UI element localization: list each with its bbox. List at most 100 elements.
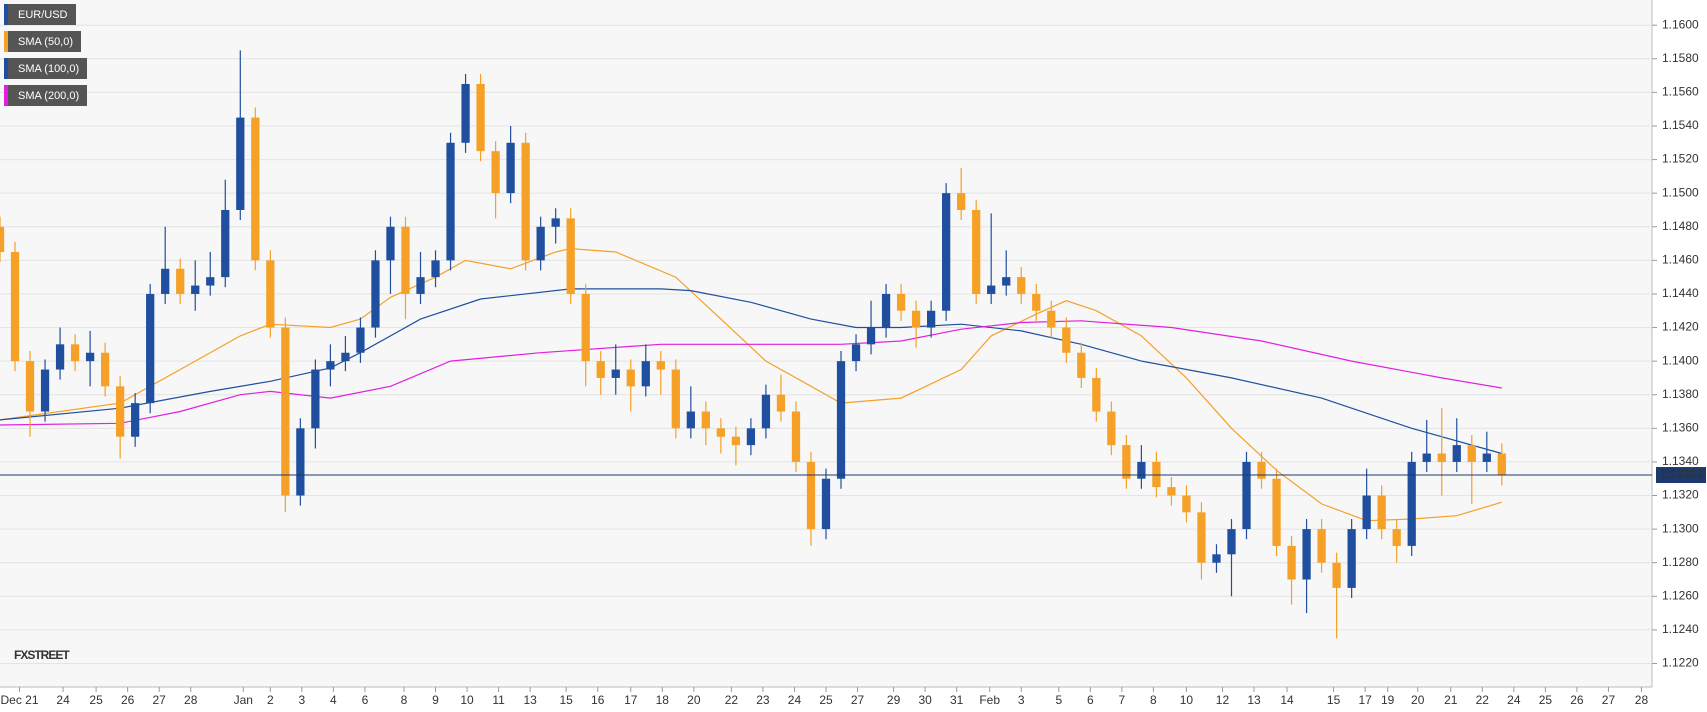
sma-line — [0, 288, 1502, 455]
candle-body — [461, 83, 470, 143]
legend-item: SMA (100,0) — [4, 58, 88, 79]
candle-body — [987, 285, 996, 294]
x-tick-label: 28 — [1635, 693, 1649, 707]
candle-body — [1257, 461, 1266, 479]
legend-swatch — [4, 31, 8, 52]
candle-body — [581, 293, 590, 362]
x-tick-label: 9 — [432, 693, 439, 707]
x-tick-label: 24 — [56, 693, 70, 707]
x-tick-label: 26 — [1570, 693, 1584, 707]
candle-body — [1407, 461, 1416, 546]
candle-body — [1437, 453, 1446, 462]
x-tick-label: 20 — [687, 693, 701, 707]
y-tick-label: 1.1220 — [1662, 656, 1699, 670]
x-tick-label: 17 — [1358, 693, 1372, 707]
candle-body — [1122, 445, 1131, 479]
x-tick-label: 26 — [121, 693, 135, 707]
x-tick-label: 6 — [1087, 693, 1094, 707]
candle-body — [191, 285, 200, 294]
sma-line — [0, 320, 1502, 426]
x-tick-label: 20 — [1411, 693, 1425, 707]
x-tick-label: 24 — [1507, 693, 1521, 707]
y-tick-label: 1.1560 — [1662, 85, 1699, 99]
x-tick-label: 5 — [1055, 693, 1062, 707]
candle-body — [1242, 461, 1251, 530]
candle-body — [896, 293, 906, 311]
x-tick-label: 8 — [401, 693, 408, 707]
y-tick-label: 1.1240 — [1662, 622, 1699, 636]
candle-body — [716, 428, 726, 437]
candle-body — [1107, 411, 1116, 446]
candle-body — [656, 361, 665, 370]
x-tick-label: 13 — [523, 693, 537, 707]
candle-body — [1467, 445, 1476, 462]
candle-body — [1422, 453, 1431, 462]
candle-body — [55, 344, 65, 370]
candle-body — [942, 193, 951, 311]
candle-body — [521, 142, 530, 261]
candle-body — [10, 251, 20, 362]
x-tick-label: 17 — [624, 693, 638, 707]
candle-body — [926, 310, 936, 328]
candle-body — [341, 352, 350, 362]
y-tick-label: 1.1280 — [1662, 555, 1699, 569]
x-tick-label: 27 — [851, 693, 865, 707]
candle-body — [1452, 445, 1461, 462]
candle-body — [1002, 277, 1011, 286]
y-tick-label: 1.1540 — [1662, 118, 1699, 132]
candle-body — [1272, 478, 1281, 546]
x-tick-label: 30 — [918, 693, 932, 707]
candle-body — [1077, 352, 1086, 378]
legend-item: SMA (50,0) — [4, 31, 82, 52]
x-tick-label: 4 — [330, 693, 337, 707]
legend-label: SMA (100,0) — [18, 62, 80, 75]
y-tick-label: 1.1360 — [1662, 420, 1699, 434]
x-tick-label: 10 — [460, 693, 474, 707]
legend-item: SMA (200,0) — [4, 85, 88, 106]
candle-body — [1317, 529, 1326, 563]
candle-body — [566, 218, 575, 294]
candle-body — [626, 369, 635, 387]
y-tick-label: 1.1380 — [1662, 387, 1699, 401]
y-tick-label: 1.1600 — [1662, 17, 1699, 31]
y-tick-label: 1.1440 — [1662, 286, 1699, 300]
x-tick-label: 7 — [1119, 693, 1126, 707]
candle-body — [251, 117, 260, 261]
candle-body — [476, 83, 485, 152]
candle-body — [821, 478, 831, 530]
candle-body — [551, 218, 560, 227]
x-tick-label: 25 — [1539, 693, 1553, 707]
candle-body — [1182, 495, 1191, 513]
candle-body — [206, 277, 215, 286]
candle-body — [356, 327, 365, 353]
candle-body — [25, 361, 35, 412]
y-tick-label: 1.1460 — [1662, 253, 1699, 267]
y-tick-label: 1.1580 — [1662, 51, 1699, 65]
candle-body — [326, 361, 335, 370]
y-tick-label: 1.1260 — [1662, 588, 1699, 602]
candle-body — [1227, 529, 1236, 555]
x-tick-label: 3 — [1018, 693, 1025, 707]
x-tick-label: 21 — [1444, 693, 1458, 707]
legend-label: EUR/USD — [18, 8, 68, 21]
legend-label: SMA (200,0) — [18, 89, 80, 102]
candle-body — [972, 209, 981, 294]
candle-body — [431, 260, 440, 278]
x-tick-label: 18 — [656, 693, 670, 707]
last-price-box — [1656, 467, 1706, 484]
candle-body — [957, 193, 966, 210]
x-tick-label: 25 — [819, 693, 833, 707]
axis-background — [1652, 0, 1707, 712]
candle-body — [851, 344, 861, 362]
candle-body — [1212, 554, 1221, 563]
candle-body — [911, 310, 921, 328]
x-tick-label: 11 — [492, 693, 505, 707]
y-tick-label: 1.1420 — [1662, 320, 1699, 334]
candle-body — [146, 293, 155, 404]
candle-body — [1377, 495, 1386, 530]
candle-body — [806, 461, 816, 530]
candle-body — [296, 428, 305, 496]
candle-body — [1362, 495, 1371, 530]
